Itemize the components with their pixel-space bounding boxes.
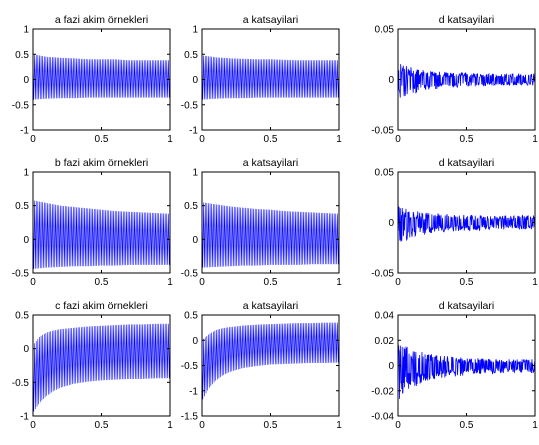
x-tick-label: 0.5 [460, 420, 474, 431]
signal-trace [201, 322, 340, 400]
x-tick-label: 1 [532, 134, 538, 145]
y-tick-label: 0 [192, 75, 198, 86]
y-tick-label: 0 [388, 75, 394, 86]
y-tick-label: -0.05 [371, 126, 394, 137]
x-tick-label: 0 [30, 277, 36, 288]
subplot-7: 0 0.5 1 -1 -0.5 0 0.5 c fazi akim örnekleri [12, 300, 173, 431]
y-tick-label: 0.5 [15, 50, 29, 61]
y-tick-label: 0 [192, 336, 198, 347]
y-tick-label: -0.5 [12, 269, 30, 280]
x-tick-label: 0 [30, 134, 36, 145]
subplot-title: d katsayilari [439, 300, 494, 312]
x-tick-label: 0.5 [264, 134, 278, 145]
x-tick-label: 0 [199, 420, 205, 431]
y-tick-label: -0.02 [371, 386, 394, 397]
y-tick-label: 1 [23, 25, 29, 36]
y-tick-label: 0.5 [184, 50, 198, 61]
x-tick-label: 0 [199, 134, 205, 145]
signal-trace [397, 64, 536, 98]
y-tick-label: -0.5 [181, 269, 199, 280]
subplot-title: a katsayilari [243, 14, 298, 26]
signal-trace [397, 206, 536, 242]
x-tick-label: 0 [30, 420, 36, 431]
x-tick-label: 0 [395, 134, 401, 145]
y-tick-label: -1 [20, 126, 29, 137]
y-tick-label: -0.5 [12, 100, 30, 111]
y-tick-label: -1 [20, 412, 29, 423]
y-tick-label: 0.5 [15, 311, 29, 322]
x-tick-label: 0.5 [95, 420, 109, 431]
x-tick-label: 1 [532, 420, 538, 431]
subplot-title: c fazi akim örnekleri [55, 300, 148, 312]
y-tick-label: 0 [23, 344, 29, 355]
y-tick-label: 0 [23, 235, 29, 246]
subplot-title: d katsayilari [439, 14, 494, 26]
y-tick-label: 0.5 [184, 311, 198, 322]
subplot-title: b fazi akim örnekleri [55, 157, 148, 169]
x-tick-label: 0.5 [460, 134, 474, 145]
signal-trace [201, 202, 340, 268]
x-tick-label: 1 [336, 420, 342, 431]
y-tick-label: 1 [192, 25, 198, 36]
y-tick-label: 0.05 [375, 25, 395, 36]
subplot-2: 0 0.5 1 -1 -0.5 0 0.5 1 a katsayilari [181, 14, 342, 145]
y-tick-label: -0.5 [181, 100, 199, 111]
x-tick-label: 1 [167, 420, 173, 431]
y-tick-label: 1 [192, 168, 198, 179]
y-tick-label: 0 [388, 218, 394, 229]
x-tick-label: 1 [336, 277, 342, 288]
y-tick-label: -0.05 [371, 269, 394, 280]
y-tick-label: 0.5 [15, 201, 29, 212]
y-tick-label: -0.5 [181, 361, 199, 372]
x-tick-label: 0.5 [95, 277, 109, 288]
x-tick-label: 0 [395, 420, 401, 431]
y-tick-label: 0.05 [375, 168, 395, 179]
y-tick-label: -1 [189, 386, 198, 397]
x-tick-label: 0.5 [264, 277, 278, 288]
signal-trace [32, 54, 171, 100]
x-tick-label: 1 [167, 277, 173, 288]
x-tick-label: 0.5 [460, 277, 474, 288]
x-tick-label: 1 [532, 277, 538, 288]
y-tick-label: 0 [23, 75, 29, 86]
subplot-5: 0 0.5 1-0.500.51a katsayilari [181, 157, 342, 288]
subplot-title: a fazi akim örnekleri [55, 14, 148, 26]
x-tick-label: 0.5 [264, 420, 278, 431]
y-tick-label: 0 [192, 235, 198, 246]
signal-trace [397, 344, 536, 400]
y-tick-label: -0.04 [371, 412, 394, 423]
y-tick-label: 0.04 [375, 311, 395, 322]
y-tick-label: -1.5 [181, 412, 199, 423]
subplot-1: 0 0.5 1 -1 -0.5 0 0.5 1 a fazi akim örnekleri [12, 14, 173, 145]
y-tick-label: 0.02 [375, 336, 395, 347]
signal-trace [201, 55, 340, 100]
subplot-title: a katsayilari [243, 300, 298, 312]
y-tick-label: 1 [23, 168, 29, 179]
subplot-title: d katsayilari [439, 157, 494, 169]
y-tick-label: 0 [388, 361, 394, 372]
signal-trace [32, 200, 171, 269]
y-tick-label: -0.5 [12, 378, 30, 389]
y-tick-label: -1 [189, 126, 198, 137]
x-tick-label: 0.5 [95, 134, 109, 145]
x-tick-label: 0 [199, 277, 205, 288]
signal-trace [32, 323, 171, 412]
subplot-8: 0 0.5 1 -1.5 -1 -0.5 0 0.5 a katsayilari [181, 300, 342, 431]
x-tick-label: 0 [395, 277, 401, 288]
x-tick-label: 1 [167, 134, 173, 145]
x-tick-label: 1 [336, 134, 342, 145]
subplot-title: a katsayilari [243, 157, 298, 169]
subplot-9: 0 0.5 1 -0.04 -0.02 0 0.02 0.04 d katsayilari [371, 300, 538, 431]
subplot-4: 0 0.5 1-0.500.51b fazi akim örnekleri [12, 157, 173, 288]
y-tick-label: 0.5 [184, 201, 198, 212]
